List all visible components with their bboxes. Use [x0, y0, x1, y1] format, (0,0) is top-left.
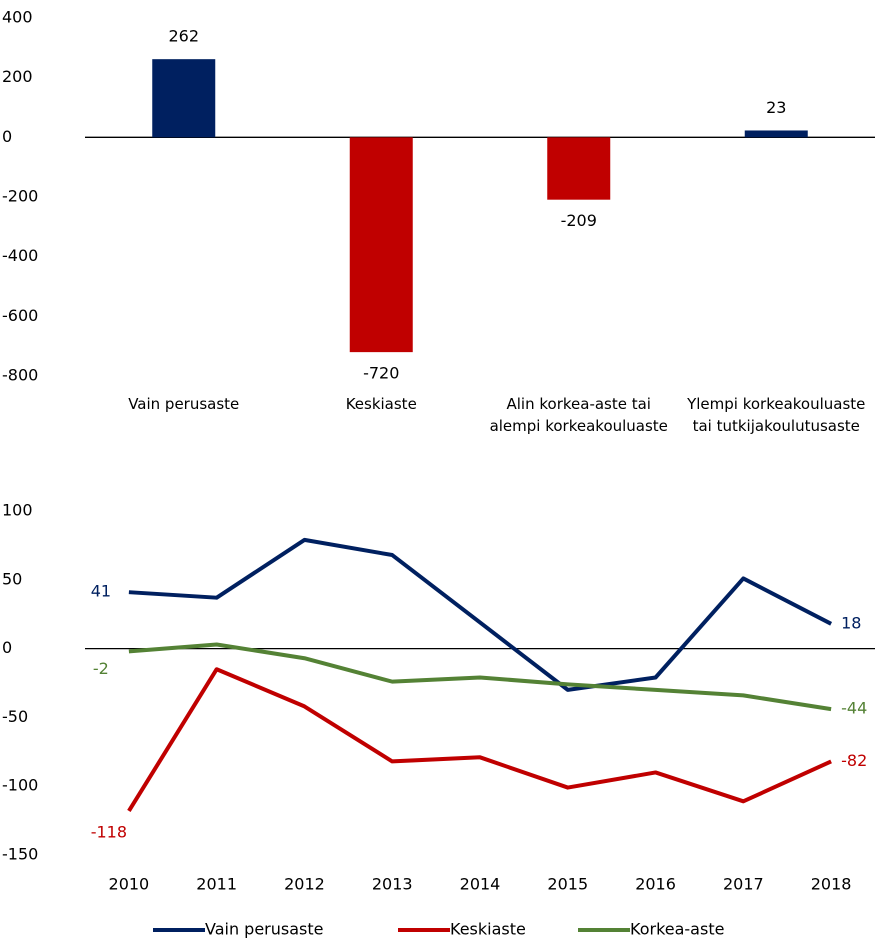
bar	[152, 59, 216, 138]
x-tick-label: 2015	[547, 875, 588, 894]
series-line	[127, 667, 832, 813]
y-tick-label: -600	[2, 306, 38, 325]
y-tick-label: -800	[2, 366, 38, 385]
data-label: -82	[841, 751, 867, 770]
x-tick-label: Ylempi korkeakouluaste tai tutkijakoulut…	[687, 395, 866, 435]
x-tick-label: 2014	[460, 875, 501, 894]
y-tick-label: -100	[2, 776, 38, 795]
y-tick-label: -200	[2, 187, 38, 206]
data-label: 23	[766, 98, 786, 117]
y-tick-label: 100	[2, 501, 33, 520]
x-tick-label: 2013	[372, 875, 413, 894]
y-tick-label: -50	[2, 707, 28, 726]
y-tick-label: 400	[2, 8, 33, 27]
data-label: -209	[561, 211, 597, 230]
y-tick-label: -400	[2, 246, 38, 265]
x-tick-label: Keskiaste	[345, 395, 417, 413]
bar	[349, 137, 413, 353]
data-label: 41	[91, 582, 111, 601]
data-label: 262	[168, 27, 199, 46]
data-label: -44	[841, 699, 867, 718]
y-tick-label: 200	[2, 67, 33, 86]
data-label: -118	[91, 822, 127, 841]
x-tick-label: 2010	[109, 875, 150, 894]
bar	[547, 137, 611, 200]
series-line	[128, 537, 833, 692]
x-tick-label: Alin korkea-aste tai alempi korkeakoulua…	[489, 395, 668, 435]
y-tick-label: -150	[2, 845, 38, 864]
x-tick-label: 2017	[723, 875, 764, 894]
legend-label: Keskiaste	[450, 920, 526, 939]
series-line	[128, 642, 832, 712]
x-tick-label: 2016	[635, 875, 676, 894]
legend-label: Korkea-aste	[630, 920, 724, 939]
bar	[744, 130, 808, 138]
y-tick-label: 0	[2, 127, 12, 146]
x-tick-label: 2018	[811, 875, 852, 894]
x-tick-label: Vain perusaste	[128, 395, 240, 413]
data-label: -2	[93, 659, 109, 678]
data-label: -720	[363, 364, 399, 383]
legend-label: Vain perusaste	[205, 920, 324, 939]
y-tick-label: 50	[2, 569, 22, 588]
x-tick-label: 2012	[284, 875, 325, 894]
data-label: 18	[841, 613, 861, 632]
y-tick-label: 0	[2, 638, 12, 657]
x-tick-label: 2011	[196, 875, 237, 894]
